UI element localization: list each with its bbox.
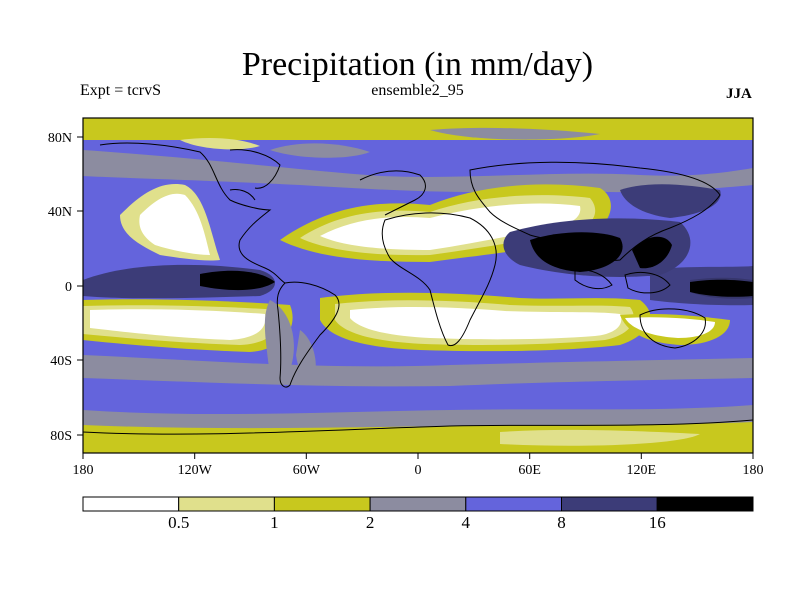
colorbar-label: 8	[557, 513, 566, 532]
plot-title: Precipitation (in mm/day)	[241, 46, 594, 83]
colorbar-label: 2	[366, 513, 375, 532]
colorbar-swatch	[465, 496, 562, 512]
coastlines	[83, 142, 753, 435]
colorbar-swatch	[561, 496, 658, 512]
lon-label: 180	[73, 463, 94, 478]
lon-label: 120E	[627, 463, 657, 478]
colorbar-label: 4	[462, 513, 471, 532]
colorbar-swatch	[273, 496, 371, 512]
season-label: JJA	[726, 86, 752, 102]
axis-ticks	[77, 136, 754, 459]
precip-field	[83, 118, 753, 453]
colorbar: 0.5 1 2 4 8 16	[82, 496, 754, 532]
colorbar-swatch	[178, 496, 275, 512]
colorbar-swatch	[82, 496, 180, 512]
lat-label: 40S	[50, 354, 72, 369]
colorbar-label: 1	[270, 513, 279, 532]
lat-label: 0	[65, 280, 72, 295]
colorbar-swatch	[369, 496, 467, 512]
dataset-label: ensemble2_95	[371, 82, 464, 99]
colorbar-swatch	[656, 496, 754, 512]
lon-label: 180	[743, 463, 764, 478]
experiment-label: Expt = tcrvS	[80, 82, 162, 99]
lat-label: 80S	[50, 429, 72, 444]
lon-label: 60W	[293, 463, 321, 478]
colorbar-label: 16	[649, 513, 666, 532]
lon-label: 0	[415, 463, 422, 478]
lon-label: 60E	[518, 463, 541, 478]
colorbar-label: 0.5	[168, 513, 189, 532]
lon-label: 120W	[178, 463, 213, 478]
lat-label: 80N	[48, 131, 72, 146]
lat-label: 40N	[48, 205, 72, 220]
